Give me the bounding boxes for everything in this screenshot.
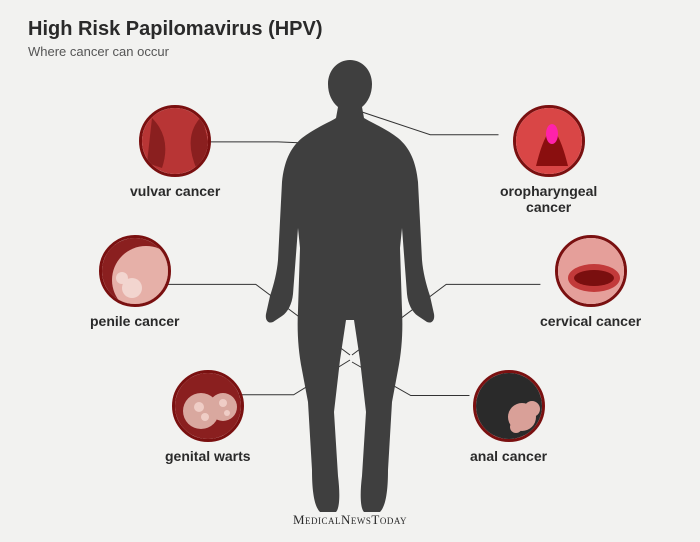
callout-genital-warts: genital warts: [165, 370, 251, 464]
anal-icon: [473, 370, 545, 442]
callout-vulvar: vulvar cancer: [130, 105, 220, 199]
callout-label-cervical: cervical cancer: [540, 313, 641, 329]
callout-oropharyngeal: oropharyngeal cancer: [500, 105, 597, 215]
cervical-icon: [555, 235, 627, 307]
callout-penile: penile cancer: [90, 235, 180, 329]
genital-warts-icon: [172, 370, 244, 442]
penile-icon: [99, 235, 171, 307]
page-title: High Risk Papilomavirus (HPV): [28, 18, 323, 41]
callout-cervical: cervical cancer: [540, 235, 641, 329]
footer-attribution: MedicalNewsToday: [293, 512, 407, 528]
oropharyngeal-icon: [513, 105, 585, 177]
callout-label-genital-warts: genital warts: [165, 448, 251, 464]
callout-anal: anal cancer: [470, 370, 547, 464]
vulvar-icon: [139, 105, 211, 177]
body-silhouette: [260, 60, 440, 520]
callout-label-anal: anal cancer: [470, 448, 547, 464]
callout-label-oropharyngeal: oropharyngeal cancer: [500, 183, 597, 215]
callout-label-penile: penile cancer: [90, 313, 180, 329]
callout-label-vulvar: vulvar cancer: [130, 183, 220, 199]
page-subtitle: Where cancer can occur: [28, 44, 169, 59]
